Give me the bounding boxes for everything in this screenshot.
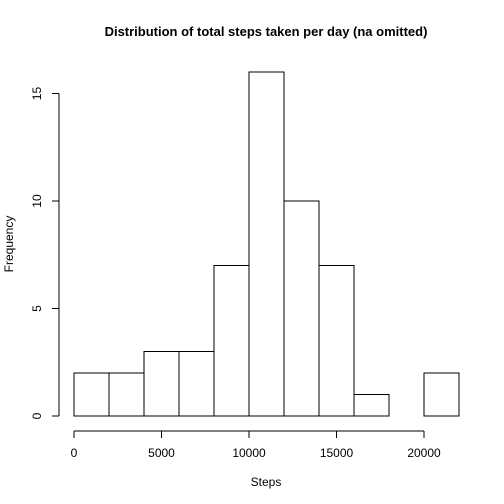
x-tick-label-0: 0 xyxy=(71,446,78,460)
y-axis-label: Frequency xyxy=(2,216,16,273)
bar-1 xyxy=(108,372,145,417)
y-tick-label-3: 15 xyxy=(30,87,44,101)
y-tick-label-0: 0 xyxy=(30,412,44,419)
bar-0 xyxy=(73,372,110,417)
x-axis: 0 5000 10000 15000 20000 xyxy=(71,430,441,460)
bars-group xyxy=(73,71,460,417)
x-tick-label-1: 5000 xyxy=(148,446,175,460)
x-tick-label-3: 15000 xyxy=(320,446,354,460)
x-axis-label: Steps xyxy=(251,475,282,489)
bar-8 xyxy=(353,394,390,417)
y-axis: 0 5 10 15 xyxy=(30,87,60,419)
bar-6 xyxy=(283,200,320,417)
bar-5 xyxy=(248,71,285,417)
bar-3 xyxy=(178,351,215,417)
bar-10 xyxy=(423,372,460,417)
bar-4 xyxy=(213,265,250,417)
bar-2 xyxy=(143,351,180,417)
chart-title: Distribution of total steps taken per da… xyxy=(105,24,428,39)
x-tick-label-4: 20000 xyxy=(407,446,441,460)
x-tick-label-2: 10000 xyxy=(232,446,266,460)
y-tick-label-2: 10 xyxy=(30,194,44,208)
y-tick-label-1: 5 xyxy=(30,305,44,312)
bar-7 xyxy=(318,265,355,417)
